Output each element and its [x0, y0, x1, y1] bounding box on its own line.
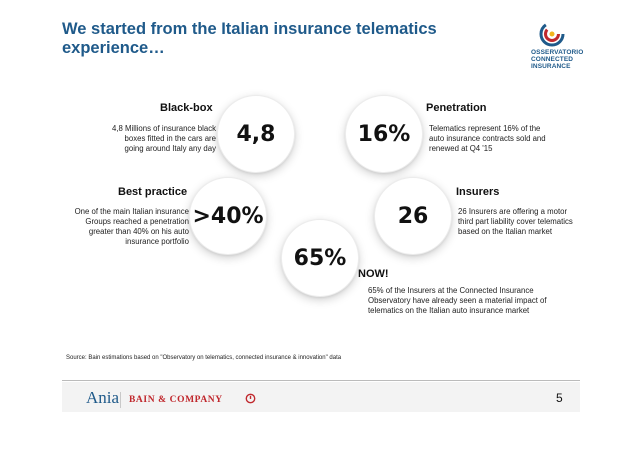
bain-logo-icon [245, 393, 256, 404]
penetration-description: Telematics represent 16% of the auto ins… [429, 124, 546, 153]
penetration-value: 16% [357, 121, 411, 147]
footer-bar [62, 382, 580, 412]
best-practice-value: >40% [192, 203, 264, 229]
footer-divider [62, 380, 580, 381]
blackbox-heading: Black-box [160, 102, 213, 114]
insurers-value: 26 [397, 203, 429, 229]
best-practice-heading: Best practice [118, 186, 188, 198]
now-heading: NOW! [358, 268, 389, 280]
penetration-heading: Penetration [426, 102, 487, 114]
logo-separator [120, 392, 121, 408]
now-value: 65% [293, 245, 347, 271]
penetration-circle: 16% [346, 96, 422, 172]
insurers-circle: 26 [375, 178, 451, 254]
slide-title: We started from the Italian insurance te… [62, 20, 437, 57]
insurers-heading: Insurers [456, 186, 500, 198]
blackbox-value: 4,8 [236, 121, 276, 147]
insurers-description: 26 Insurers are offering a motor third p… [458, 207, 573, 236]
bain-logo-text: BAIN & COMPANY [129, 395, 223, 405]
observatorio-logo-text: OSSERVATORIO CONNECTED INSURANCE [531, 49, 584, 70]
blackbox-circle: 4,8 [218, 96, 294, 172]
source-note: Source: Bain estimations based on "Obser… [66, 355, 342, 361]
observatorio-logo-icon [539, 21, 565, 47]
now-circle: 65% [282, 220, 358, 296]
best-practice-circle: >40% [190, 178, 266, 254]
observatorio-logo: OSSERVATORIO CONNECTED INSURANCE [525, 20, 605, 76]
now-description: 65% of the Insurers at the Connected Ins… [368, 286, 547, 315]
best-practice-description: One of the main Italian insurance Groups… [74, 207, 189, 246]
blackbox-description: 4,8 Millions of insurance black boxes fi… [112, 124, 217, 153]
ania-logo: Ania [86, 388, 120, 407]
page-number: 5 [556, 391, 563, 405]
